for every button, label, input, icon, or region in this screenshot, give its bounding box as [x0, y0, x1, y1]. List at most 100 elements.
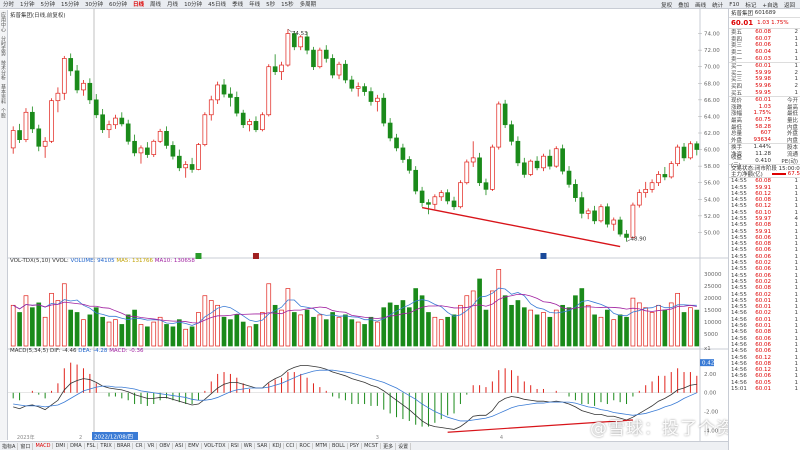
candle-down: [477, 157, 482, 184]
event-marker: [195, 253, 202, 259]
tick-row: 14:56 60.06 1: [729, 373, 800, 379]
volume-bar-down: [368, 316, 374, 347]
candle-down: [592, 210, 597, 222]
indicator-tab[interactable]: ASI: [173, 443, 187, 449]
add-watchlist-button[interactable]: +自选: [762, 2, 778, 9]
candle-up: [375, 97, 380, 102]
tick-volume: 1: [794, 234, 799, 241]
tab-timeframe[interactable]: 15分钟: [61, 2, 80, 8]
indicator-tab[interactable]: 指标A: [0, 442, 19, 450]
extra-row: 净资 11.28 流通: [729, 151, 800, 158]
f10-button[interactable]: F10: [729, 1, 740, 8]
tick-time: 14:55: [731, 297, 747, 304]
tick-volume: 1: [794, 285, 799, 292]
macd-marker-box: [700, 359, 714, 367]
candle-up: [285, 33, 291, 66]
indicator-tab[interactable]: MTM: [313, 443, 330, 449]
tab-timeframe-daily[interactable]: 日线: [133, 2, 145, 8]
indicator-tab[interactable]: MCST: [362, 443, 382, 449]
indicator-tab[interactable]: DMA: [68, 443, 85, 449]
indicator-tab[interactable]: FSL: [85, 443, 99, 449]
tab-timeframe[interactable]: 15秒: [281, 2, 294, 8]
indicator-tab[interactable]: EMV: [186, 443, 202, 449]
volume-bar-up: [490, 290, 495, 347]
indicator-tab[interactable]: BRAR: [115, 443, 134, 449]
candle-up: [247, 121, 252, 126]
macd-tick-label: -2.00: [704, 410, 719, 416]
candle-up: [675, 146, 680, 165]
tick-volume: 1: [794, 348, 799, 355]
sidebar-item[interactable]: 分时走势: [0, 36, 6, 56]
tab-timeframe[interactable]: 多周期: [299, 2, 317, 8]
sidebar-item[interactable]: 基本资料: [0, 84, 6, 104]
stock-chart[interactable]: 74.00 72.00 70.00 68.00 66.00 64.00 62.00 60.00…: [8, 9, 728, 441]
indicator-tab[interactable]: TRIX: [98, 443, 115, 449]
candle-up: [266, 66, 272, 116]
tab-timeframe[interactable]: 1分钟: [20, 2, 35, 8]
indicator-tab[interactable]: ROC: [297, 443, 314, 449]
tick-price: 60.06: [755, 373, 771, 380]
indicator-tab[interactable]: CCI: [284, 443, 298, 449]
volume-bar-down: [521, 307, 527, 347]
indicator-tab[interactable]: PSY: [348, 443, 363, 449]
level-price: 60.06: [755, 42, 771, 49]
back-button[interactable]: 返回: [783, 2, 795, 9]
candle-down: [624, 233, 629, 238]
volume-bar-down: [189, 326, 195, 347]
volume-bar-down: [426, 312, 431, 347]
indicator-tab[interactable]: 窗口: [18, 442, 34, 450]
indicator-tab[interactable]: KDJ: [270, 443, 284, 449]
candle-down: [368, 91, 374, 102]
tab-timeframe[interactable]: 分时: [3, 2, 15, 8]
level-price: 60.01: [755, 63, 771, 70]
indicator-tab[interactable]: DMI: [53, 443, 69, 449]
level-price: 60.03: [755, 55, 771, 62]
indicator-tab[interactable]: VR: [145, 443, 158, 449]
indicator-tab[interactable]: 更多: [381, 442, 397, 450]
tab-timeframe[interactable]: 年线: [249, 2, 261, 8]
sidebar-item[interactable]: 个股: [0, 108, 6, 118]
indicator-tab[interactable]: RSI: [229, 443, 242, 449]
volume-bar-up: [643, 307, 649, 347]
indicator-tab[interactable]: BOLL: [330, 443, 348, 449]
indicator-tab[interactable]: OBV: [157, 443, 173, 449]
stat-label2: 内盘: [786, 124, 798, 131]
tick-time: 14:55: [731, 222, 747, 229]
candle-down: [272, 66, 278, 73]
tab-timeframe[interactable]: 60分钟: [109, 2, 128, 8]
draw-button[interactable]: 画线: [695, 2, 707, 9]
tick-price: 60.02: [755, 310, 771, 317]
tab-timeframe[interactable]: 10分钟: [184, 2, 203, 8]
indicator-tab[interactable]: CR: [133, 443, 146, 449]
sidebar-item[interactable]: 技术分析: [0, 60, 6, 80]
stat-label: 最高: [731, 118, 743, 125]
candle-up: [528, 160, 534, 175]
tab-timeframe[interactable]: 周线: [150, 2, 162, 8]
tab-timeframe[interactable]: 5秒: [266, 2, 276, 8]
volume-bar-down: [413, 288, 419, 347]
tick-time: 14:55: [731, 178, 747, 185]
tick-price: 60.12: [755, 367, 771, 374]
indicator-tab[interactable]: MACD: [33, 443, 54, 449]
stats-button[interactable]: 统计: [712, 2, 724, 9]
overlay-button[interactable]: 叠加: [678, 2, 690, 9]
candle-up: [598, 206, 604, 222]
indicator-tab[interactable]: 设置: [396, 442, 412, 450]
indicator-tab[interactable]: WR: [242, 443, 256, 449]
level-price: 60.08: [755, 29, 771, 36]
tab-timeframe[interactable]: 季线: [232, 2, 244, 8]
tab-timeframe[interactable]: 5分钟: [40, 2, 56, 8]
tick-price: 60.02: [755, 260, 771, 267]
indicator-tab[interactable]: SAR: [255, 443, 271, 449]
tick-price: 60.01: [755, 304, 771, 311]
volume-bar-up: [106, 321, 112, 347]
tab-timeframe[interactable]: 45日线: [208, 2, 227, 8]
mark-button[interactable]: 标记: [745, 2, 757, 9]
candle-down: [119, 117, 125, 125]
sidebar-item[interactable]: 应用中心: [0, 12, 6, 32]
tab-timeframe[interactable]: 月线: [167, 2, 179, 8]
macd-tick-label: -4.00: [704, 428, 719, 434]
indicator-tab[interactable]: VOL-TDX: [202, 443, 229, 449]
tab-timeframe[interactable]: 30分钟: [85, 2, 104, 8]
fuquan-button[interactable]: 复权: [661, 2, 673, 9]
